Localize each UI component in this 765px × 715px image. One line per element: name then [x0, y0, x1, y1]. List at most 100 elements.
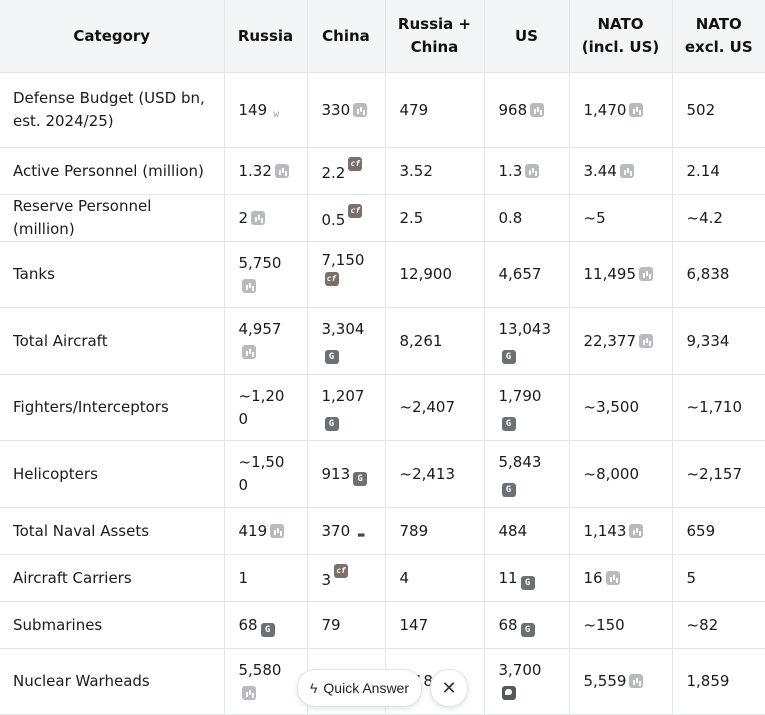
row-category-cell: Fighters/Interceptors	[0, 374, 225, 441]
g-source-icon[interactable]: G	[501, 483, 516, 497]
table-cell: 11,495	[569, 241, 673, 308]
cell-value: 1	[238, 568, 249, 587]
g-source-icon[interactable]: G	[520, 622, 535, 637]
cell-value: 789	[399, 521, 429, 540]
g-source-icon[interactable]: G	[353, 471, 368, 486]
cell-value: 1.32	[238, 161, 272, 180]
table-cell: 9,334	[672, 307, 765, 375]
row-category-cell: Reserve Personnel (million)	[0, 194, 225, 242]
table-cell: 913 G	[307, 440, 386, 508]
cell-value: 3.52	[399, 161, 433, 180]
cell-value: 0.8	[498, 208, 523, 227]
table-cell: 1	[224, 554, 308, 602]
cell-value: 68	[498, 615, 518, 634]
bar-chart-icon[interactable]	[619, 163, 634, 178]
bar-chart-icon[interactable]	[274, 163, 289, 178]
table-cell: ~1,500	[224, 440, 308, 508]
cell-value: 7,150	[321, 251, 365, 269]
cell-value: 968	[498, 100, 528, 119]
table-cell: 11 G	[484, 554, 570, 602]
cell-value: ~4.2	[686, 208, 723, 227]
wikipedia-w-icon[interactable]: w	[273, 108, 280, 120]
g-source-icon[interactable]: G	[520, 575, 535, 590]
bar-chart-icon[interactable]	[530, 102, 545, 117]
bar-chart-icon[interactable]	[241, 685, 256, 700]
row-category-cell: Total Aircraft	[0, 307, 225, 375]
bar-chart-icon[interactable]	[629, 523, 644, 538]
table-cell: ~4.2	[672, 194, 765, 242]
table-cell: ~2,407	[385, 374, 485, 441]
table-cell: ~150	[569, 601, 673, 649]
table-row: Fighters/Interceptors ~1,200 1,207 G ~2,407 1…	[0, 374, 765, 441]
cell-value: 370	[321, 521, 351, 540]
cell-value: ~82	[686, 615, 719, 634]
bar-chart-icon[interactable]	[629, 674, 644, 688]
bar-chart-icon[interactable]	[629, 102, 644, 117]
table-row: Active Personnel (million) 1.32 2.2cfr 3.52…	[0, 147, 765, 195]
bar-chart-icon[interactable]	[639, 333, 653, 348]
table-cell: ~5	[569, 194, 673, 242]
bar-chart-icon[interactable]	[241, 345, 256, 359]
table-cell: 8,261	[385, 307, 485, 375]
cell-value: 479	[399, 100, 429, 119]
cell-value: 2.14	[686, 161, 720, 180]
table-cell: 3,304 G	[307, 307, 386, 375]
table-cell: 1,207 G	[307, 374, 386, 441]
category-label: Active Personnel (million)	[13, 161, 204, 180]
table-cell: ~2,413	[385, 440, 485, 508]
g-source-icon[interactable]: G	[324, 350, 339, 364]
table-cell: 5	[672, 554, 765, 602]
table-cell: 3cfr	[307, 554, 386, 602]
g-source-icon[interactable]: G	[260, 622, 275, 637]
bar-chart-icon[interactable]	[525, 163, 540, 178]
table-cell: 1.32	[224, 147, 308, 195]
table-cell: 5,843 G	[484, 440, 570, 508]
cell-value: 13,043	[498, 320, 552, 338]
table-cell: 149 w	[224, 72, 308, 148]
category-label: Tanks	[13, 265, 55, 283]
lightning-icon: ϟ	[310, 680, 318, 696]
quick-answer-button[interactable]: ϟ Quick Answer	[297, 669, 423, 707]
cell-value: 16	[583, 568, 603, 587]
close-icon[interactable]: ✕	[430, 669, 469, 707]
category-label: Submarines	[13, 615, 103, 634]
cfr-icon[interactable]: cfr	[348, 204, 363, 229]
cfr-icon[interactable]: cfr	[334, 564, 349, 589]
g-source-icon[interactable]: G	[501, 416, 516, 431]
table-cell: 502	[672, 72, 765, 148]
row-category-cell: Active Personnel (million)	[0, 147, 225, 195]
table-cell: 479	[385, 72, 485, 148]
cell-value: 147	[399, 615, 429, 634]
bar-chart-icon[interactable]	[251, 210, 266, 225]
category-label: Total Naval Assets	[13, 521, 150, 540]
g-source-icon[interactable]: G	[501, 350, 516, 364]
category-label: Reserve Personnel (million)	[13, 197, 152, 238]
bar-chart-icon[interactable]	[605, 570, 620, 585]
cell-value: ~1,200	[238, 386, 285, 428]
tank-icon[interactable]: ▬	[357, 527, 365, 541]
bar-chart-icon[interactable]	[270, 523, 285, 538]
cfr-icon[interactable]: cfr	[348, 157, 363, 182]
table-row: Defense Budget (USD bn, est. 2024/25) 149…	[0, 72, 765, 148]
table-cell: 12,900	[385, 241, 485, 308]
table-cell: 0.8	[484, 194, 570, 242]
category-label: Total Aircraft	[13, 331, 108, 350]
table-cell: 5,580	[224, 648, 308, 715]
chat-source-icon[interactable]	[501, 685, 516, 700]
table-cell: 7,150 cfr	[307, 241, 386, 308]
cfr-icon[interactable]: cfr	[324, 272, 339, 297]
table-cell: 968	[484, 72, 570, 148]
category-label: Nuclear Warheads	[13, 672, 150, 690]
header-nato-excl-us: NATO excl. US	[672, 0, 765, 73]
table-cell: 4	[385, 554, 485, 602]
cell-value: 1,470	[583, 100, 627, 119]
table-cell: 419	[224, 507, 308, 555]
cell-value: 1.3	[498, 161, 523, 180]
row-category-cell: Aircraft Carriers	[0, 554, 225, 602]
g-source-icon[interactable]: G	[324, 416, 339, 431]
table-cell: 3,700	[484, 648, 570, 715]
bar-chart-icon[interactable]	[639, 267, 653, 281]
bar-chart-icon[interactable]	[241, 278, 256, 293]
cell-value: 419	[238, 521, 268, 540]
bar-chart-icon[interactable]	[353, 102, 368, 117]
